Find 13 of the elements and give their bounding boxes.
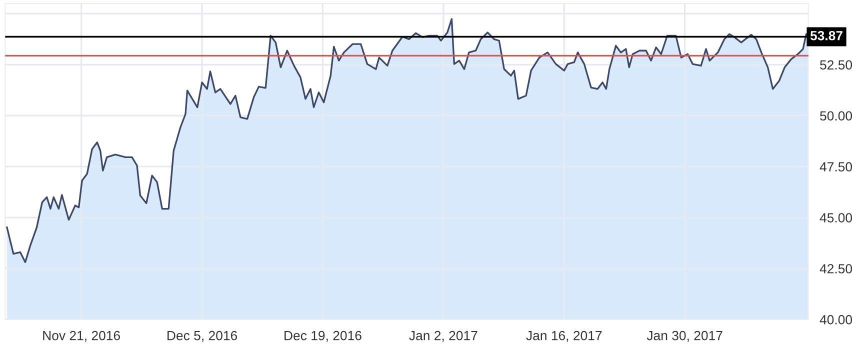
y-tick-label: 42.50: [820, 264, 852, 274]
ref-line-label: 53.87: [810, 30, 842, 40]
x-tick-label: Jan 30, 2017: [646, 330, 722, 342]
y-tick-label: 47.50: [820, 162, 852, 172]
x-tick-label: Dec 5, 2016: [168, 330, 238, 342]
y-tick-label: 52.50: [820, 60, 852, 70]
x-tick-label: Nov 21, 2016: [43, 330, 120, 342]
x-tick-label: Jan 16, 2017: [526, 330, 602, 342]
y-tick-label: 45.00: [820, 213, 852, 222]
y-tick-label: 40.00: [820, 315, 852, 324]
x-tick-label: Dec 19, 2016: [284, 330, 362, 342]
y-tick-label: 50.00: [820, 111, 852, 121]
x-tick-label: Jan 2, 2017: [409, 330, 478, 342]
